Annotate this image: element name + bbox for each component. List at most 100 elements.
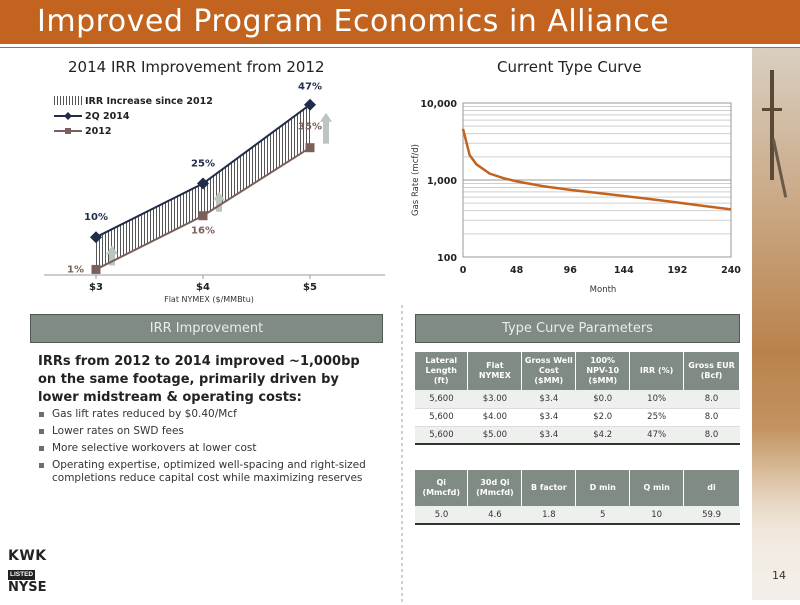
type-curve-chart: 100 1,000 10,000 0 48 96 144 192 240 Month Gas Rat… bbox=[411, 99, 741, 295]
x-tick-label: 144 bbox=[614, 265, 634, 276]
bullet-icon bbox=[39, 463, 44, 468]
table-cell: 5,600 bbox=[415, 390, 468, 409]
type-curve-line bbox=[461, 128, 732, 211]
type-curve-title: Current Type Curve bbox=[497, 58, 642, 76]
chart-legend: IRR Increase since 2012 2Q 2014 2012 bbox=[54, 96, 213, 137]
y-axis-title: Gas Rate (mcf/d) bbox=[411, 144, 421, 216]
logo-ticker: KWK bbox=[8, 548, 47, 564]
oil-rig-photo bbox=[752, 48, 800, 600]
logo-exchange: NYSE bbox=[8, 580, 47, 595]
title-banner: Improved Program Economics in Alliance bbox=[0, 0, 800, 44]
legend-marker-2q-2014 bbox=[64, 112, 72, 120]
bullet-text: More selective workovers at lower cost bbox=[52, 442, 257, 454]
series-2q-2014-point bbox=[197, 177, 209, 190]
x-tick-label: 48 bbox=[510, 265, 524, 276]
type-curve-params-table: Qi (Mmcfd) 30d Qi (Mmcfd) B factor D min… bbox=[415, 470, 740, 525]
table-header: 100% NPV-10 ($MM) bbox=[575, 352, 631, 390]
lead-text: IRRs from 2012 to 2014 improved ~1,000bp… bbox=[38, 354, 360, 405]
table-header: Gross EUR (Bcf) bbox=[683, 352, 740, 390]
table-row: 5,600 $5.00 $3.4 $4.2 47% 8.0 bbox=[415, 426, 740, 445]
table-cell: 5,600 bbox=[415, 408, 468, 427]
bullet-text: Gas lift rates reduced by $0.40/Mcf bbox=[52, 408, 237, 420]
data-label-2012: 1% bbox=[67, 264, 84, 275]
table-row: 5.0 4.6 1.8 5 10 59.9 bbox=[415, 506, 740, 525]
table-cell: 47% bbox=[629, 426, 684, 445]
legend-swatch-band bbox=[54, 96, 82, 105]
table-header: IRR (%) bbox=[629, 352, 685, 390]
data-label-2q-2014: 25% bbox=[191, 159, 215, 170]
arrow-head bbox=[213, 191, 225, 201]
irr-chart-title: 2014 IRR Improvement from 2012 bbox=[68, 58, 325, 76]
table-row: 5,600 $4.00 $3.4 $2.0 25% 8.0 bbox=[415, 408, 740, 427]
y-tick-label: 10,000 bbox=[420, 99, 457, 110]
y-tick-label: 1,000 bbox=[427, 176, 457, 187]
table-cell: $3.4 bbox=[521, 408, 576, 427]
bullet-text: Operating expertise, optimized well-spac… bbox=[52, 459, 366, 484]
table-cell: 1.8 bbox=[521, 506, 576, 525]
table-cell: 10% bbox=[629, 390, 684, 409]
data-label-2q-2014: 10% bbox=[84, 212, 108, 223]
bullet-item: Gas lift rates reduced by $0.40/Mcf bbox=[38, 408, 378, 421]
type-curve-params-section-bar: Type Curve Parameters bbox=[415, 314, 740, 343]
series-2012-point bbox=[198, 211, 208, 221]
series-2q-2014 bbox=[90, 98, 316, 244]
table-header: Gross Well Cost ($MM) bbox=[521, 352, 577, 390]
x-axis-title: Month bbox=[590, 285, 617, 295]
table-header: Qi (Mmcfd) bbox=[415, 470, 469, 506]
table-header: Flat NYMEX bbox=[467, 352, 523, 390]
bullet-icon bbox=[39, 412, 44, 417]
x-axis: $3 $4 $5 Flat NYMEX ($/MMBtu) bbox=[44, 274, 385, 304]
x-tick-label: $4 bbox=[196, 282, 210, 293]
plot-frame bbox=[462, 102, 732, 258]
axes: 100 1,000 10,000 0 48 96 144 192 240 Month Gas Rat… bbox=[411, 99, 741, 295]
vertical-separator bbox=[401, 305, 403, 605]
data-label-2012: 35% bbox=[298, 122, 322, 133]
grid bbox=[462, 102, 732, 258]
table-cell: 59.9 bbox=[683, 506, 740, 525]
bullet-icon bbox=[39, 429, 44, 434]
bullet-list: Gas lift rates reduced by $0.40/Mcf Lowe… bbox=[38, 408, 378, 489]
data-label-2q-2014: 47% bbox=[298, 82, 322, 93]
table-cell: $3.4 bbox=[521, 390, 576, 409]
legend-marker-2012 bbox=[65, 128, 71, 134]
series-2q-2014-point bbox=[304, 98, 316, 111]
improvement-arrow-icon bbox=[106, 245, 118, 266]
bullet-icon bbox=[39, 446, 44, 451]
series-2012-point bbox=[305, 143, 315, 153]
table-header: di bbox=[683, 470, 740, 506]
table-cell: 8.0 bbox=[683, 390, 740, 409]
arrow-head bbox=[320, 112, 332, 122]
table-cell: $4.2 bbox=[575, 426, 630, 445]
table-header: 30d Qi (Mmcfd) bbox=[467, 470, 523, 506]
x-tick-label: 96 bbox=[564, 265, 578, 276]
table-cell: $2.0 bbox=[575, 408, 630, 427]
irr-chart: 10% 25% 47% 1% 16% 35% $3 $4 $5 Flat NYMEX ($/MM… bbox=[44, 82, 385, 304]
irr-improvement-section-bar: IRR Improvement bbox=[30, 314, 383, 343]
table-cell: 5 bbox=[575, 506, 630, 525]
bullet-item: Operating expertise, optimized well-spac… bbox=[38, 459, 378, 485]
x-tick-label: 0 bbox=[460, 265, 467, 276]
legend-label: IRR Increase since 2012 bbox=[85, 96, 213, 107]
x-tick-label: 240 bbox=[721, 265, 741, 276]
x-axis-title: Flat NYMEX ($/MMBtu) bbox=[164, 295, 254, 304]
bullet-text: Lower rates on SWD fees bbox=[52, 425, 184, 437]
data-label-2012: 16% bbox=[191, 226, 215, 237]
derrick-shape bbox=[762, 108, 782, 111]
legend-label: 2012 bbox=[85, 126, 111, 137]
table-cell: 4.6 bbox=[467, 506, 522, 525]
y-tick-label: 100 bbox=[437, 253, 457, 264]
divider bbox=[0, 47, 800, 48]
logo-listed: LISTED bbox=[8, 570, 36, 580]
legend-label: 2Q 2014 bbox=[85, 111, 130, 122]
table-cell: $4.00 bbox=[467, 408, 522, 427]
table-header: D min bbox=[575, 470, 631, 506]
irr-increase-band bbox=[96, 104, 332, 270]
derrick-shape bbox=[770, 70, 774, 180]
bullet-item: More selective workovers at lower cost bbox=[38, 442, 378, 455]
table-row: 5,600 $3.00 $3.4 $0.0 10% 8.0 bbox=[415, 390, 740, 409]
arrow-head bbox=[106, 245, 118, 255]
table-cell: $5.00 bbox=[467, 426, 522, 445]
improvement-arrow-icon bbox=[320, 112, 332, 144]
economics-table: Lateral Length (ft) Flat NYMEX Gross Wel… bbox=[415, 352, 740, 445]
